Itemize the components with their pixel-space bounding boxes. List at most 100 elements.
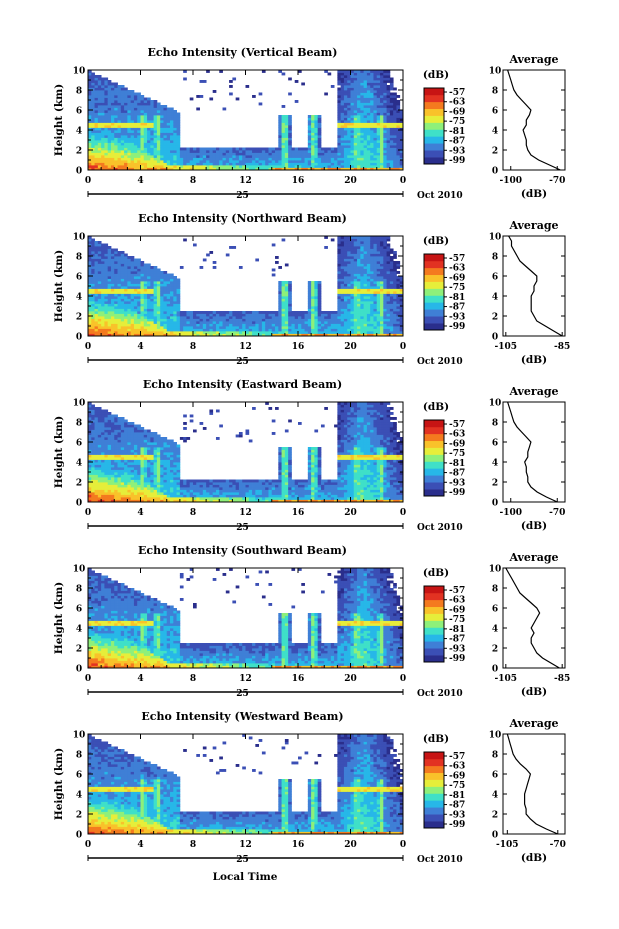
heatmap-cell [373,251,378,254]
heatmap-cell [284,140,289,143]
heatmap-cell [173,147,177,151]
heatmap-cell [278,122,282,126]
heatmap-cell [107,331,112,334]
heatmap-cell [386,140,391,143]
heatmap-cell [215,326,220,329]
heatmap-cell [120,152,125,156]
heatmap-cell [373,115,378,118]
heatmap-cell [337,122,342,126]
heatmap-cell [373,132,378,136]
heatmap-cell [88,407,92,410]
heatmap-cell [380,328,384,332]
heatmap-cell [104,95,109,98]
heatmap-cell [366,256,371,259]
heatmap-cell [383,140,387,143]
heatmap-cell [104,127,109,131]
heatmap-cell [235,333,240,337]
heatmap-cell [360,253,365,257]
heatmap-cell [370,162,374,166]
heatmap-cell [97,316,102,319]
heatmap-cell [147,152,151,156]
heatmap-cell [97,291,102,294]
heatmap-cell [363,318,368,322]
heatmap-cell [284,137,289,141]
heatmap-cell [101,125,105,128]
heatmap-cell [150,318,155,322]
heatmap-cell [91,477,95,480]
heatmap-cell [110,283,115,287]
heatmap-cell [340,165,345,168]
heatmap-cell [114,100,118,103]
heatmap-cell [94,271,99,274]
heatmap-cell [104,487,109,490]
heatmap-cell [340,150,345,153]
heatmap-cell [278,130,282,133]
heatmap-cell [360,313,365,317]
heatmap-cell [173,286,177,289]
heatmap-cell [360,238,365,242]
heatmap-cell [281,72,286,76]
heatmap-cell [124,296,128,299]
heatmap-cell [373,92,378,96]
heatmap-cell [94,459,99,463]
heatmap-cell [288,291,292,294]
heatmap-cell [383,115,387,118]
heatmap-cell [252,150,256,153]
heatmap-cell [363,72,368,76]
heatmap-cell [373,261,378,264]
heatmap-cell [219,70,223,73]
heatmap-cell [383,167,387,171]
heatmap-cell [399,147,404,151]
heatmap-cell [238,155,243,158]
heatmap-cell [360,256,365,259]
heatmap-cell [133,155,138,158]
heatmap-cell [383,92,387,96]
heatmap-cell [153,291,158,294]
heatmap-cell [101,120,105,123]
heatmap-cell [314,333,319,337]
heatmap-cell [320,333,325,337]
heatmap-cell [160,286,164,289]
heatmap-cell [206,150,210,153]
heatmap-cell [317,306,322,309]
heatmap-cell [301,316,305,319]
heatmap-cell [150,150,155,153]
heatmap-cell [360,165,365,168]
heatmap-cell [202,321,207,324]
heatmap-cell [110,273,115,277]
heatmap-cell [399,296,404,299]
heatmap-cell [396,303,401,307]
heatmap-cell [373,311,378,314]
heatmap-cell [307,145,312,148]
heatmap-cell [357,140,361,143]
heatmap-cell [386,147,391,151]
heatmap-cell [153,165,158,168]
heatmap-cell [186,333,191,337]
heatmap-cell [386,313,391,317]
heatmap-cell [380,256,384,259]
heatmap-cell [133,162,138,166]
heatmap-cell [91,85,95,88]
heatmap-cell [150,152,155,156]
heatmap-cell [370,281,374,284]
heatmap-cell [160,140,164,143]
heatmap-cell [353,276,358,279]
heatmap-cell [173,155,177,158]
heatmap-cell [104,422,109,425]
heatmap-cell [320,326,325,329]
heatmap-cell [350,142,355,146]
heatmap-cell [386,70,391,73]
heatmap-cell [350,273,355,277]
heatmap-cell [324,323,328,327]
heatmap-cell [94,263,99,267]
heatmap-cell [97,459,102,463]
heatmap-cell [163,283,168,287]
heatmap-cell [97,95,102,98]
heatmap-cell [114,102,118,106]
heatmap-cell [366,80,371,83]
heatmap-cell [343,281,348,284]
heatmap-cell [114,323,118,327]
heatmap-cell [202,152,207,156]
heatmap-cell [101,80,105,83]
heatmap-cell [357,112,361,116]
